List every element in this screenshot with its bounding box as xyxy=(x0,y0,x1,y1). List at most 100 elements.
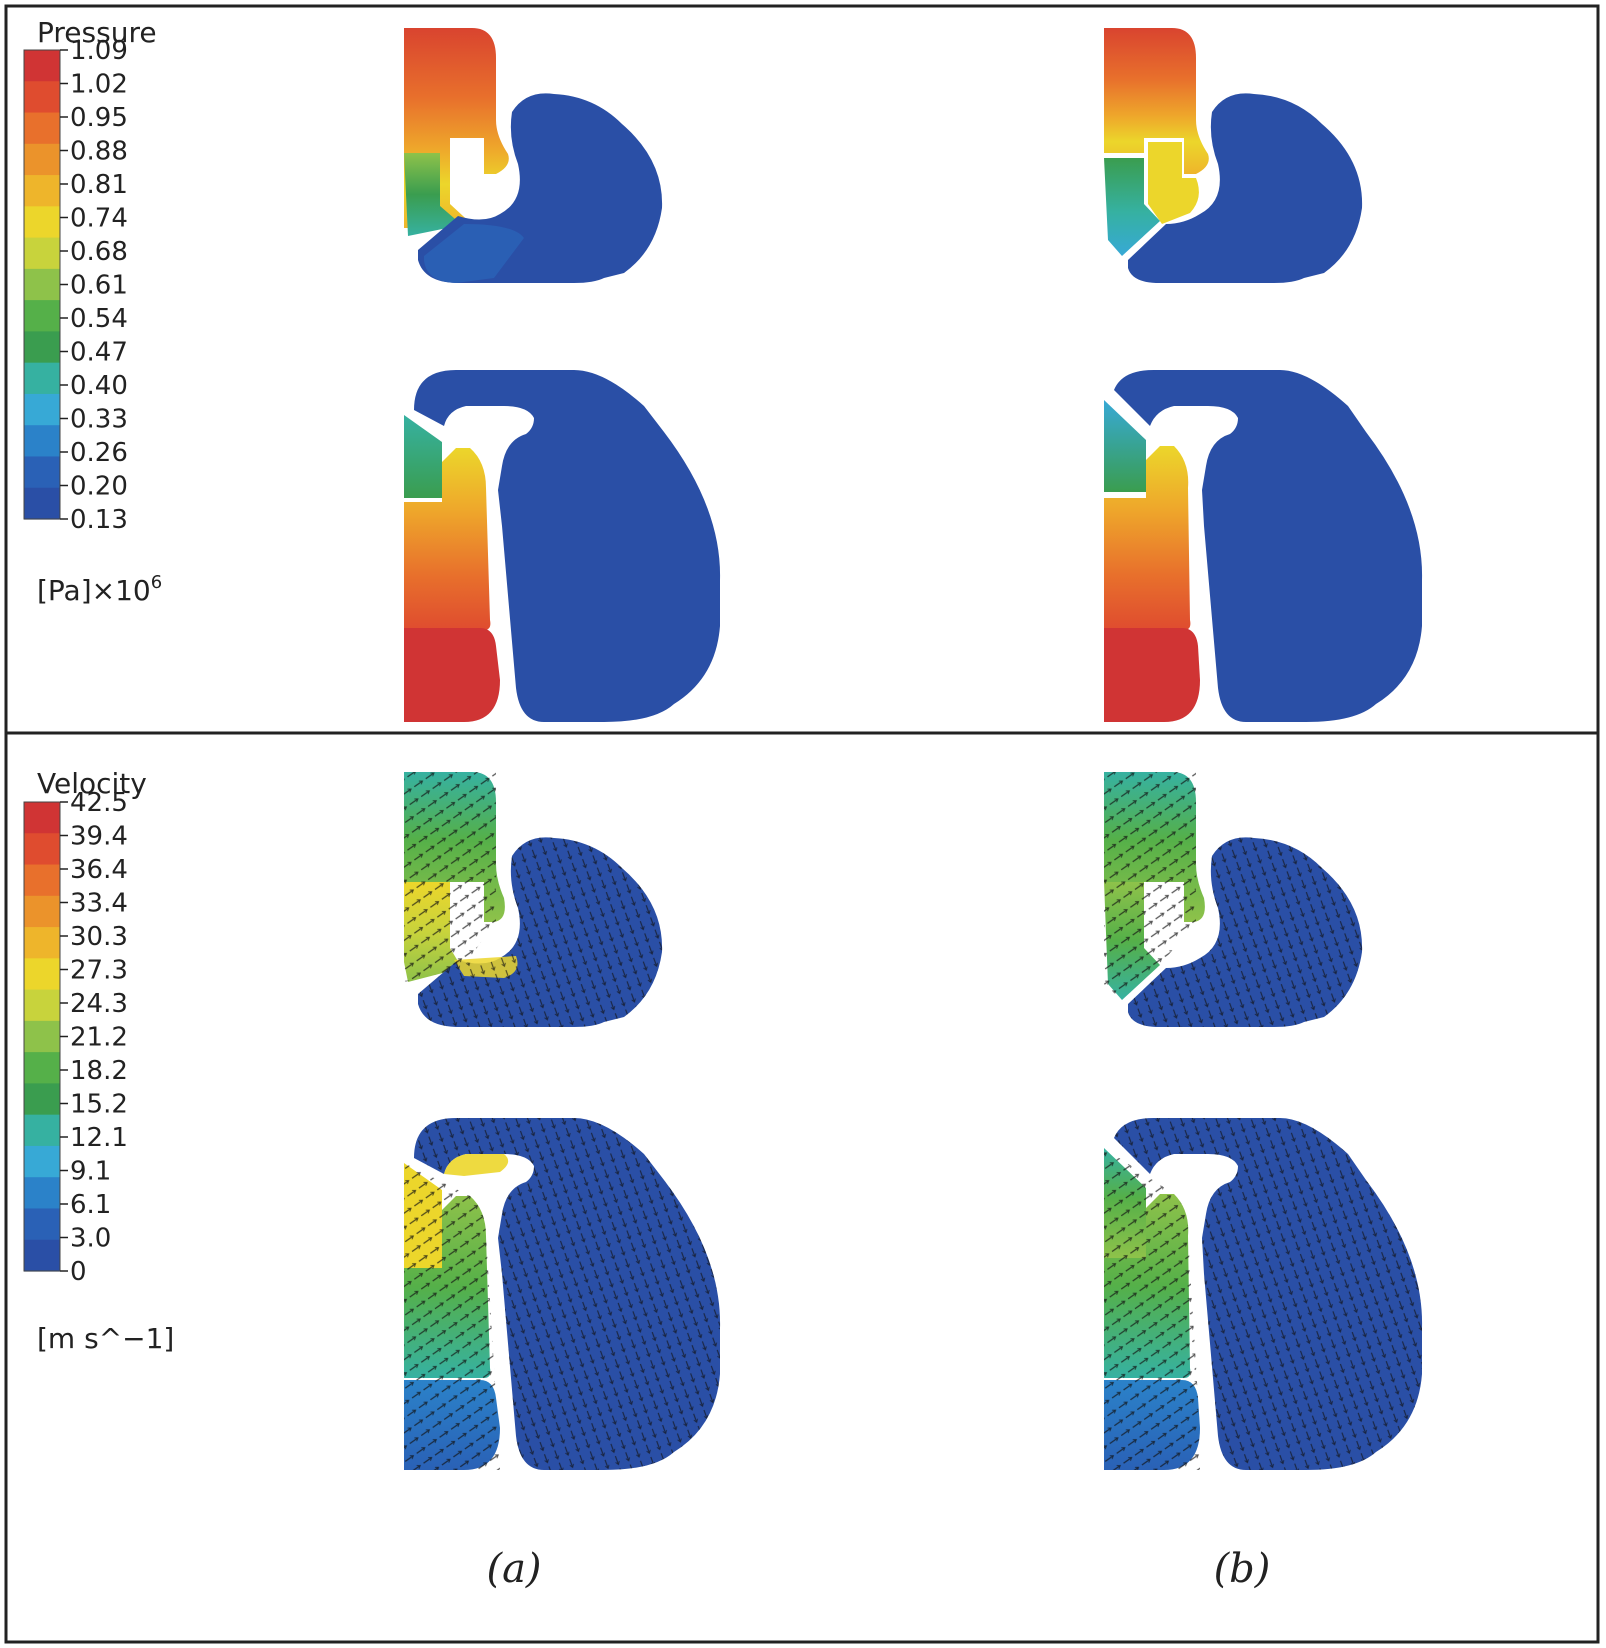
pressure-colorbar-segment xyxy=(24,50,60,82)
velocity-tick-label: 9.1 xyxy=(70,1157,111,1187)
velocity-tick-label: 24.3 xyxy=(70,989,128,1019)
velocity-b-lower-arrows-right xyxy=(1114,1118,1423,1470)
velocity-colorbar-segment xyxy=(24,1145,60,1178)
pressure-unit-text: [Pa]×10 xyxy=(37,574,151,607)
velocity-colorbar-segment xyxy=(24,1114,60,1147)
velocity-tick-label: 21.2 xyxy=(70,1023,128,1053)
velocity-colorbar-segment xyxy=(24,1052,60,1084)
chamber-p-b-lower-top-left xyxy=(1104,400,1146,492)
pressure-tick-label: 0.13 xyxy=(70,505,128,535)
pressure-colorbar-segment xyxy=(24,425,60,458)
pressure-colorbar-segment xyxy=(24,268,60,301)
pressure-colorbar-segment xyxy=(24,81,60,114)
velocity-tick-label: 12.1 xyxy=(70,1123,128,1153)
chamber-p-a-lower-top-left xyxy=(404,415,442,498)
velocity-colorbar-segment xyxy=(24,1020,60,1053)
pressure-colorbar-segment xyxy=(24,237,60,270)
velocity-legend: Velocity 42.5 39.436.4 33.430.3 27.324.3 21.… xyxy=(23,767,174,1355)
velocity-tick-label: 18.2 xyxy=(70,1056,128,1086)
velocity-colorbar-segment xyxy=(24,989,60,1022)
chamber-p-b-upper-right xyxy=(1128,93,1363,283)
pressure-colorbar-segment xyxy=(24,362,60,395)
velocity-tick-label: 15.2 xyxy=(70,1090,128,1120)
velocity-tick-label: 39.4 xyxy=(70,822,128,852)
velocity-tick-label: 3.0 xyxy=(70,1224,111,1254)
pressure-legend: Pressure 1.09 1.020.95 0.880.81 0.740.68 0.6… xyxy=(23,16,162,607)
velocity-colorbar xyxy=(23,801,61,1272)
pressure-unit: [Pa]×106 xyxy=(37,572,162,607)
velocity-a-lower xyxy=(404,1118,721,1470)
caption-b: (b) xyxy=(1214,1546,1271,1592)
velocity-a-lower-arrows-left xyxy=(404,1163,500,1470)
velocity-colorbar-segment xyxy=(24,833,60,866)
velocity-tick-label: 33.4 xyxy=(70,889,128,919)
velocity-legend-title: Velocity xyxy=(37,767,147,800)
pressure-tick-label: 1.09 xyxy=(70,36,128,66)
velocity-tick-labels: 42.5 39.436.4 33.430.3 27.324.3 21.218.2 15.2… xyxy=(60,788,128,1287)
pressure-b-lower xyxy=(1104,370,1423,722)
velocity-colorbar-segment xyxy=(24,802,60,834)
pressure-colorbar-segment xyxy=(24,487,60,520)
caption-a: (a) xyxy=(486,1546,541,1592)
chamber-p-b-upper-left-top xyxy=(1104,28,1209,174)
velocity-a-upper-arrows-right xyxy=(418,837,663,1027)
pressure-tick-labels: 1.09 1.020.95 0.880.81 0.740.68 0.610.54 0.47… xyxy=(60,36,128,535)
pressure-tick-label: 0.88 xyxy=(70,137,128,167)
pressure-colorbar-segment xyxy=(24,393,60,426)
chamber-p-a-lower-mid xyxy=(404,448,491,630)
velocity-colorbar-segment xyxy=(24,895,60,928)
velocity-tick-label: 36.4 xyxy=(70,855,128,885)
velocity-colorbar-segment xyxy=(24,1177,60,1210)
chamber-p-b-upper-left-green xyxy=(1104,158,1160,256)
velocity-colorbar-segment xyxy=(24,927,60,959)
pressure-a-lower xyxy=(404,370,721,722)
pressure-a-upper xyxy=(404,28,663,283)
chamber-p-a-lower-right xyxy=(414,370,721,722)
velocity-b-upper xyxy=(1104,772,1363,1027)
velocity-colorbar-segment xyxy=(24,1239,60,1272)
pressure-tick-label: 0.68 xyxy=(70,237,128,267)
pressure-tick-label: 0.20 xyxy=(70,472,128,502)
velocity-tick-label: 42.5 xyxy=(70,788,128,818)
pressure-tick-label: 0.26 xyxy=(70,438,128,468)
pressure-tick-label: 1.02 xyxy=(70,70,128,100)
velocity-colorbar-segment xyxy=(24,1208,60,1241)
velocity-b-lower-arrows-left xyxy=(1104,1148,1200,1470)
pressure-colorbar-segment xyxy=(24,331,60,364)
velocity-b-upper-arrows-right xyxy=(1128,837,1363,1027)
chamber-p-b-lower-right xyxy=(1114,370,1423,722)
pressure-tick-label: 0.47 xyxy=(70,338,128,368)
chamber-p-a-lower-red xyxy=(404,628,500,722)
pressure-colorbar xyxy=(23,49,61,520)
figure-frame xyxy=(4,4,1600,1644)
velocity-colorbar-segment xyxy=(24,958,60,991)
chamber-p-b-lower-red xyxy=(1104,628,1200,722)
chamber-p-a-upper-right-shade xyxy=(424,224,524,283)
chamber-p-b-lower-mid xyxy=(1104,446,1191,630)
pressure-tick-label: 0.81 xyxy=(70,170,128,200)
pressure-tick-label: 0.33 xyxy=(70,405,128,435)
velocity-tick-label: 6.1 xyxy=(70,1190,111,1220)
pressure-colorbar-segment xyxy=(24,456,60,489)
pressure-tick-label: 0.74 xyxy=(70,204,128,234)
velocity-a-upper-arrows-left xyxy=(404,772,496,982)
velocity-a-lower-arrows-right xyxy=(414,1118,721,1470)
pressure-colorbar-segment xyxy=(24,112,60,145)
chamber-p-b-upper-left-yellow xyxy=(1148,142,1199,224)
pressure-tick-label: 0.61 xyxy=(70,271,128,301)
pressure-unit-exponent: 6 xyxy=(151,572,162,593)
velocity-colorbar-segment xyxy=(24,1083,60,1116)
pressure-tick-label: 0.95 xyxy=(70,103,128,133)
pressure-tick-label: 0.54 xyxy=(70,304,128,334)
velocity-tick-label: 27.3 xyxy=(70,956,128,986)
velocity-unit: [m s^−1] xyxy=(37,1322,174,1355)
pressure-colorbar-segment xyxy=(24,175,60,207)
velocity-tick-label: 0 xyxy=(70,1257,87,1287)
velocity-b-upper-arrows-left xyxy=(1104,772,1196,1000)
chamber-v-a-lower-right-glow xyxy=(444,1154,509,1176)
velocity-colorbar-segment xyxy=(24,864,60,897)
pressure-legend-title: Pressure xyxy=(37,16,157,49)
pressure-colorbar-segment xyxy=(24,143,60,176)
velocity-b-lower xyxy=(1104,1118,1423,1470)
